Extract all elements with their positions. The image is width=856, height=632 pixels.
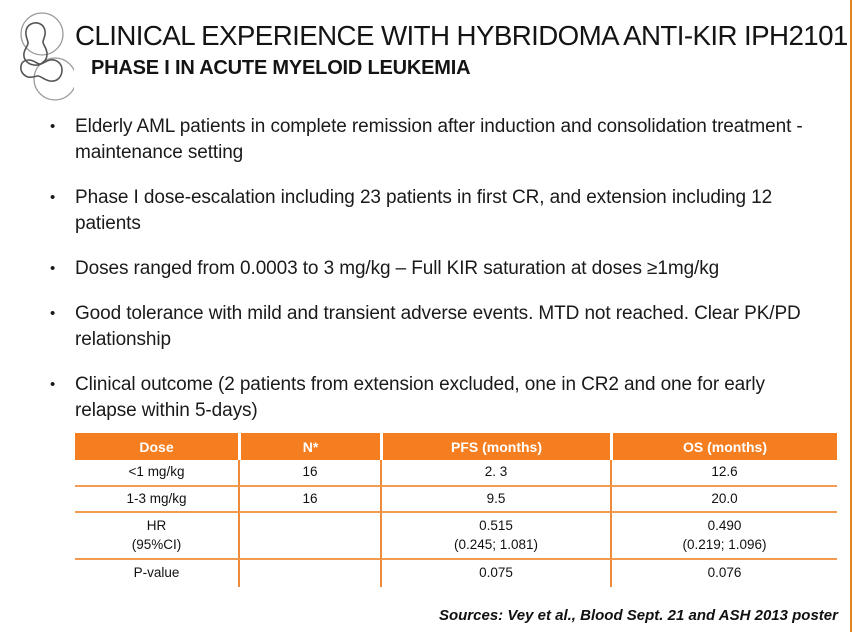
bullet-text: Good tolerance with mild and transient a… [75,303,801,350]
table-row: <1 mg/kg 16 2. 3 12.6 [75,460,837,487]
table-cell: 16 [238,460,380,487]
results-table: Dose N* PFS (months) OS (months) <1 mg/k… [75,433,837,587]
table-cell: 16 [238,487,380,513]
column-header-dose: Dose [75,433,238,460]
bullet-marker: • [50,118,56,135]
table-header-row: Dose N* PFS (months) OS (months) [75,433,837,460]
table-cell: HR (95%CI) [75,513,238,560]
list-item: • Elderly AML patients in complete remis… [48,114,823,166]
table-row: HR (95%CI) 0.515 (0.245; 1.081) 0.490 (0… [75,513,837,560]
source-citation: Sources: Vey et al., Blood Sept. 21 and … [438,607,838,624]
table-cell [238,560,380,587]
column-header-os: OS (months) [610,433,837,460]
table-cell: 9.5 [380,487,610,513]
table-cell: <1 mg/kg [75,460,238,487]
slide-title: CLINICAL EXPERIENCE WITH HYBRIDOMA ANTI-… [75,20,848,51]
table-cell: P-value [133,565,180,581]
column-header-n: N* [238,433,380,460]
table-cell: 1-3 mg/kg [75,487,238,513]
bullet-marker: • [50,189,56,206]
overlapping-circles-logo-icon [20,12,77,101]
bullet-marker: • [50,376,56,393]
table-row: P-value 0.075 0.076 [75,560,837,587]
bullet-text: Elderly AML patients in complete remissi… [75,116,803,163]
table-cell: 0.515 (0.245; 1.081) [380,513,610,560]
list-item: • Doses ranged from 0.0003 to 3 mg/kg – … [48,256,823,282]
slide-subtitle: PHASE I IN ACUTE MYELOID LEUKEMIA [91,57,471,79]
table-cell: 20.0 [610,487,837,513]
company-logo [4,8,77,108]
bullet-text: Phase I dose-escalation including 23 pat… [75,187,773,234]
slide-header: CLINICAL EXPERIENCE WITH HYBRIDOMA ANTI-… [75,20,848,80]
table-cell: 12.6 [610,460,837,487]
table-cell: 0.490 (0.219; 1.096) [610,513,837,560]
bullet-text: Clinical outcome (2 patients from extens… [75,374,765,421]
slide-right-border [850,0,852,632]
table-cell [238,513,380,560]
column-header-pfs: PFS (months) [380,433,610,460]
table-cell: 2. 3 [380,460,610,487]
table-cell: 0.076 [610,560,837,587]
bullet-marker: • [50,260,56,277]
bullet-marker: • [50,305,56,322]
list-item: • Clinical outcome (2 patients from exte… [48,372,823,424]
table-row: 1-3 mg/kg 16 9.5 20.0 [75,487,837,513]
table-cell: 0.075 [380,560,610,587]
bullet-text: Doses ranged from 0.0003 to 3 mg/kg – Fu… [75,258,720,279]
bullet-list: • Elderly AML patients in complete remis… [48,114,823,443]
list-item: • Phase I dose-escalation including 23 p… [48,185,823,237]
list-item: • Good tolerance with mild and transient… [48,301,823,353]
